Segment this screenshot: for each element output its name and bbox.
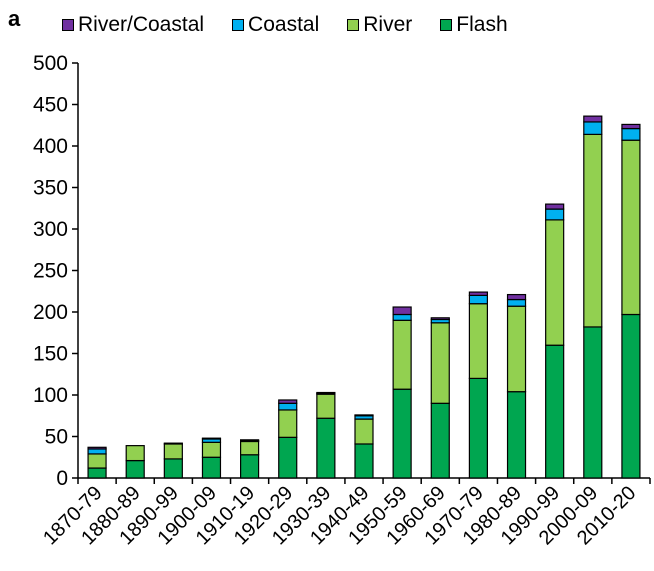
bar-segment-river [125,445,145,462]
panel-label: a [8,6,21,31]
legend-label-river: River [363,13,413,36]
bar-segment-river [201,441,222,458]
bar-segment-flash [621,313,641,479]
legend-item-river: River [347,13,412,37]
bar-segment-river-coastal [621,123,641,130]
legend-item-flash: Flash [440,13,508,37]
legend-item-river-coastal: River/Coastal [62,13,204,37]
bar-segment-river [316,393,336,419]
bar-segment-flash [201,456,222,479]
bar-segment-flash [506,391,527,479]
bar-segment-coastal [583,121,603,135]
legend-label-river-coastal: River/Coastal [78,13,205,36]
bar-segment-coastal [468,294,488,305]
bar-segment-coastal [87,448,107,455]
y-tick-label: 50 [45,426,68,449]
bar-segment-river [583,133,603,328]
bar-segment-flash [278,436,298,479]
legend-swatch-river-coastal [62,19,74,31]
bar-segment-coastal [545,208,565,221]
legend-item-coastal: Coastal [232,13,319,37]
y-tick-label: 450 [33,94,68,117]
y-tick-label: 500 [33,52,68,75]
legend: River/Coastal Coastal River Flash [62,12,508,38]
y-tick-label: 350 [33,177,68,200]
y-tick-label: 100 [33,384,68,407]
y-tick-label: 0 [56,467,68,490]
bar-segment-river-coastal [583,115,603,123]
bar-segment-river-coastal [506,293,527,301]
y-tick-label: 150 [33,343,68,366]
legend-label-flash: Flash [456,13,508,36]
bar-segment-river-coastal [87,446,107,450]
y-tick-label: 300 [33,218,68,241]
bar-segment-river [87,453,107,469]
bar-segment-river-coastal [354,414,374,417]
bar-segment-flash [87,467,107,479]
bar-segment-river-coastal [430,317,450,321]
bar-segment-coastal [392,313,412,321]
bar-segment-flash [316,417,336,479]
bar-segment-river [354,418,374,445]
bar-segment-river-coastal [316,391,336,394]
bar-segment-river [240,440,260,456]
bar-segment-river [278,409,298,438]
bar-segment-river [430,322,450,404]
bar-segment-flash [545,344,565,479]
bar-segment-river [163,443,183,460]
bar-segment-river-coastal [240,439,260,442]
y-tick-label: 400 [33,135,68,158]
bar-segment-flash [583,326,603,479]
bar-segment-flash [125,459,145,479]
bar-segment-river-coastal [545,203,565,210]
y-tick-label: 250 [33,260,68,283]
bar-segment-flash [354,443,374,479]
bar-segment-river [392,319,412,390]
bar-segment-river [468,303,488,380]
bar-segment-river [621,139,641,316]
legend-swatch-river [347,19,360,31]
bar-segment-coastal [278,402,298,411]
y-tick-label: 200 [33,301,68,324]
bar-segment-river-coastal [201,437,222,440]
bar-segment-coastal [163,442,183,445]
bar-segment-river-coastal [468,291,488,296]
legend-label-coastal: Coastal [248,13,320,36]
bar-segment-flash [163,458,183,479]
bar-segment-flash [240,454,260,479]
bar-segment-flash [430,402,450,479]
bar-segment-river [545,219,565,346]
legend-swatch-flash [440,19,453,31]
bar-segment-river-coastal [392,306,412,316]
bar-segment-river [506,305,527,393]
bar-segment-coastal [506,298,527,307]
legend-swatch-coastal [232,19,245,31]
bar-segment-flash [468,377,488,479]
bar-segment-flash [392,388,412,479]
bar-segment-river-coastal [278,399,298,404]
bar-segment-coastal [621,127,641,141]
